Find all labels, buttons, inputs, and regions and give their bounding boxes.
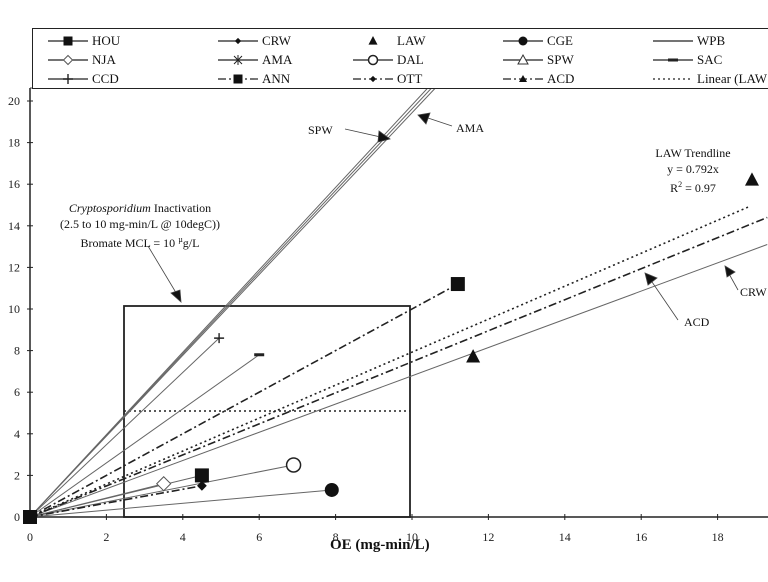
legend-swatch-icon	[503, 36, 543, 46]
legend-label: Linear (LAW	[697, 71, 768, 86]
legend-swatch-icon	[368, 36, 378, 45]
law-trend-r2: R2 = 0.97	[670, 180, 716, 195]
series-line-crw	[29, 244, 768, 518]
legend-label: CGE	[547, 33, 573, 48]
series-line-sac	[29, 354, 260, 518]
legend-item-ama: AMA	[218, 51, 292, 69]
series-line-cge	[29, 489, 332, 518]
annotation-spw: SPW	[308, 123, 333, 137]
origin-marker	[23, 510, 37, 524]
legend-swatch-icon	[218, 55, 258, 65]
y-tick-label: 8	[14, 344, 20, 358]
x-tick-label: 2	[103, 530, 109, 544]
series-line-ott	[29, 485, 203, 518]
legend-swatch-icon	[653, 78, 693, 80]
law-trend-equation: y = 0.792x	[667, 162, 719, 176]
y-tick-label: 2	[14, 468, 20, 482]
legend-item-spw: SPW	[503, 51, 574, 69]
x-tick-label: 16	[635, 530, 647, 544]
legend-swatch-icon	[353, 54, 393, 66]
y-axis-ticks: 0 2 4 6 8 10 12 14 16 18 20	[8, 94, 33, 524]
annotation-ama: AMA	[456, 121, 485, 135]
legend-label: AMA	[262, 52, 293, 67]
y-tick-label: 10	[8, 302, 20, 316]
legend-swatch-icon	[353, 75, 393, 83]
legend-item-ccd: CCD	[48, 70, 119, 88]
legend-swatch-icon	[503, 75, 543, 82]
legend-item-ann: ANN	[218, 70, 290, 88]
annotation-crw: CRW	[740, 285, 767, 299]
series-line-spw	[29, 88, 428, 518]
annotation-arrows	[147, 112, 739, 321]
legend-label: DAL	[397, 52, 424, 67]
x-axis-label: OE (mg-min/L)	[330, 537, 430, 553]
series-line-acd	[29, 216, 768, 518]
x-tick-label: 8	[333, 530, 339, 544]
legend-item-crw: CRW	[218, 32, 291, 50]
legend-item-linearlaw: Linear (LAW	[653, 70, 767, 88]
legend-swatch-icon	[48, 54, 88, 66]
legend-swatch-icon	[503, 53, 543, 65]
x-tick-label: 14	[559, 530, 571, 544]
legend-item-wpb: WPB	[653, 32, 725, 50]
legend-item-acd: ACD	[503, 70, 574, 88]
legend-label: CCD	[92, 71, 119, 86]
x-tick-label: 0	[27, 530, 33, 544]
y-tick-label: 0	[14, 510, 20, 524]
series-line-ann	[29, 283, 459, 518]
chart-legend: HOU CRW LAW CGE WPB NJA AMA DAL SPW SAC CCD ANN OTT A…	[32, 28, 768, 89]
x-tick-label: 12	[482, 530, 494, 544]
legend-label: LAW	[397, 33, 426, 48]
legend-item-cge: CGE	[503, 32, 573, 50]
legend-swatch-icon	[48, 36, 88, 46]
legend-label: ACD	[547, 71, 575, 86]
legend-swatch-icon	[218, 37, 258, 45]
legend-item-ott: OTT	[353, 70, 422, 88]
series-line-linearlaw	[29, 206, 749, 518]
legend-label: SPW	[547, 52, 574, 67]
legend-label: CRW	[262, 33, 291, 48]
legend-item-sac: SAC	[653, 51, 722, 69]
y-tick-label: 16	[8, 177, 20, 191]
legend-label: SAC	[697, 52, 723, 67]
x-axis-ticks: 0 2 4 6 8 10 12 14 16 18	[27, 514, 724, 544]
series-line-ama	[29, 88, 436, 518]
series-line-ccd	[29, 337, 220, 518]
y-tick-label: 12	[8, 260, 20, 274]
x-tick-label: 4	[180, 530, 186, 544]
x-tick-label: 18	[712, 530, 724, 544]
series-lines	[29, 88, 768, 518]
legend-item-nja: NJA	[48, 51, 116, 69]
y-tick-label: 18	[8, 136, 20, 150]
x-tick-label: 6	[256, 530, 262, 544]
legend-swatch-icon	[218, 74, 258, 84]
series-markers	[23, 172, 759, 524]
legend-label: HOU	[92, 33, 121, 48]
y-tick-label: 20	[8, 94, 20, 108]
legend-item-hou: HOU	[48, 32, 120, 50]
law-trend-title: LAW Trendline	[655, 146, 731, 160]
series-line-nja	[29, 483, 164, 518]
series-line-dal	[29, 464, 294, 518]
legend-swatch-icon	[653, 58, 693, 62]
y-tick-label: 14	[8, 219, 20, 233]
legend-item-dal: DAL	[353, 51, 424, 69]
legend-label: WPB	[697, 33, 726, 48]
y-tick-label: 4	[14, 427, 20, 441]
annotation-crypto: Cryptosporidium Inactivation (2.5 to 10 …	[60, 201, 220, 250]
legend-swatch-icon	[653, 40, 693, 42]
x-tick-label: 10	[406, 530, 418, 544]
legend-item-law: LAW	[353, 32, 426, 50]
legend-label: ANN	[262, 71, 291, 86]
annotation-law-trendline: LAW Trendline y = 0.792x R2 = 0.97	[648, 145, 738, 196]
y-tick-label: 6	[14, 385, 20, 399]
annotation-acd: ACD	[684, 315, 710, 329]
legend-swatch-icon	[48, 74, 88, 84]
legend-label: NJA	[92, 52, 116, 67]
legend-label: OTT	[397, 71, 423, 86]
